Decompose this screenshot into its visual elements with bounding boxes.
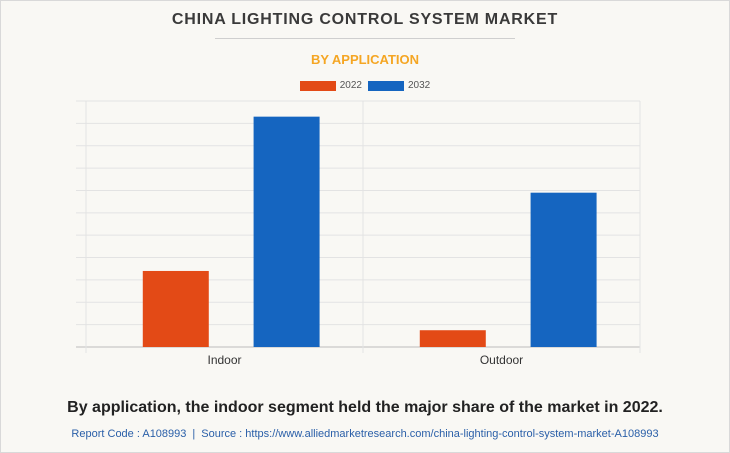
chart-caption: By application, the indoor segment held … (67, 399, 663, 416)
chart-subtitle: BY APPLICATION (310, 52, 420, 67)
x-tick-label: Indoor (207, 353, 241, 367)
title-divider (215, 38, 515, 39)
x-tick-label: Outdoor (480, 353, 523, 367)
report-code: Report Code : A108993 (71, 428, 187, 440)
chart-legend: 2022 2032 (0, 80, 730, 91)
bar-2032-indoor (253, 116, 320, 348)
bar-2022-outdoor (419, 330, 486, 347)
legend-swatch-2032 (368, 80, 404, 91)
legend-label-2022: 2022 (339, 80, 362, 91)
bar-2022-indoor (142, 270, 209, 347)
legend-item-2022: 2022 (299, 80, 362, 91)
legend-item-2032: 2032 (368, 80, 430, 91)
chart-title: CHINA LIGHTING CONTROL SYSTEM MARKET (171, 11, 559, 28)
source-link[interactable]: Source : https://www.alliedmarketresearc… (201, 428, 659, 440)
footer-separator: | (192, 428, 196, 440)
legend-swatch-2022 (299, 80, 336, 91)
report-footer: Report Code : A108993 | Source : https://w… (0, 428, 730, 440)
bar-2032-outdoor (530, 192, 597, 347)
legend-label-2032: 2032 (408, 80, 431, 91)
